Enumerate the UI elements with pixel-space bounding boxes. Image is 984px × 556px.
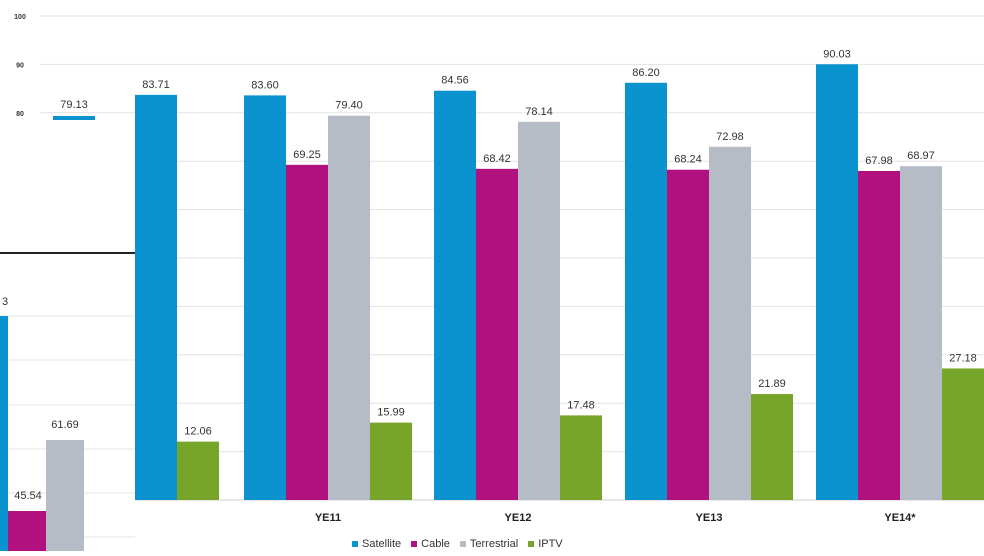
data-label: 12.06 <box>184 426 212 438</box>
legend-label-terrestrial: Terrestrial <box>469 538 519 550</box>
chart-legend: Satellite Cable Terrestrial IPTV <box>352 538 563 550</box>
inset-bar-cable <box>8 511 46 551</box>
bar-iptv-partial <box>177 441 219 500</box>
bar-satellite-YE12 <box>434 90 476 500</box>
bar-satellite-YE14* <box>816 64 858 501</box>
inset-bar-satellite-top <box>53 116 95 120</box>
legend-label-satellite: Satellite <box>362 538 402 550</box>
bar-cable-YE12 <box>476 168 518 500</box>
bar-satellite-YE13 <box>625 82 667 501</box>
data-label: 78.14 <box>525 106 553 118</box>
data-label: 86.20 <box>632 67 660 79</box>
bar-terrestrial-YE11 <box>328 115 370 500</box>
data-label: 72.98 <box>716 131 744 143</box>
data-label: 90.03 <box>823 48 851 60</box>
bar-cable-YE11 <box>286 164 328 500</box>
legend-swatch-satellite <box>352 541 358 547</box>
data-label: 67.98 <box>865 155 893 167</box>
data-label: 68.42 <box>483 153 511 165</box>
legend-item-satellite: Satellite <box>352 538 401 550</box>
x-tick-label: YE11 <box>315 512 341 524</box>
data-label: 68.24 <box>674 154 702 166</box>
inset-data-label: 79.13 <box>60 99 88 111</box>
legend-swatch-cable <box>411 541 418 547</box>
bar-satellite-partial <box>135 94 177 500</box>
y-tick-label: 100 <box>14 14 26 21</box>
legend-swatch-terrestrial <box>459 541 466 547</box>
data-label: 79.40 <box>335 100 363 112</box>
inset-data-label: 61.69 <box>51 419 79 431</box>
legend-label-iptv: IPTV <box>538 538 563 550</box>
data-label: 83.60 <box>251 79 279 91</box>
inset-bar-terrestrial <box>46 440 84 551</box>
bar-iptv-YE11 <box>370 422 412 500</box>
data-label: 27.18 <box>949 352 977 364</box>
legend-item-terrestrial: Terrestrial <box>459 538 519 550</box>
x-tick-label: YE12 <box>505 512 532 524</box>
bar-iptv-YE12 <box>560 415 602 500</box>
bar-iptv-YE14* <box>942 368 984 500</box>
data-label: 17.48 <box>567 399 595 411</box>
bar-terrestrial-YE14* <box>900 166 942 501</box>
bar-iptv-YE13 <box>751 394 793 500</box>
data-label: 15.99 <box>377 407 405 419</box>
legend-label-cable: Cable <box>421 538 450 550</box>
inset-bar-satellite <box>0 316 8 551</box>
inset-data-label: 45.54 <box>14 490 42 502</box>
data-label: 21.89 <box>758 378 786 390</box>
data-label: 83.71 <box>142 79 170 91</box>
legend-item-iptv: IPTV <box>528 538 563 550</box>
bar-terrestrial-YE12 <box>518 121 560 500</box>
inset-data-label: 3 <box>2 296 8 308</box>
data-label: 69.25 <box>293 149 321 161</box>
bar-satellite-YE11 <box>244 95 286 500</box>
legend-item-cable: Cable <box>411 538 450 550</box>
data-label: 68.97 <box>907 150 935 162</box>
legend-swatch-iptv <box>528 541 535 547</box>
y-tick-label: 90 <box>16 62 24 69</box>
y-tick-label: 80 <box>16 111 24 118</box>
bar-terrestrial-YE13 <box>709 146 751 500</box>
x-tick-label: YE14* <box>884 512 916 524</box>
data-label: 84.56 <box>441 75 469 87</box>
x-tick-label: YE13 <box>696 512 723 524</box>
bar-cable-YE14* <box>858 170 900 500</box>
bar-cable-YE13 <box>667 169 709 501</box>
